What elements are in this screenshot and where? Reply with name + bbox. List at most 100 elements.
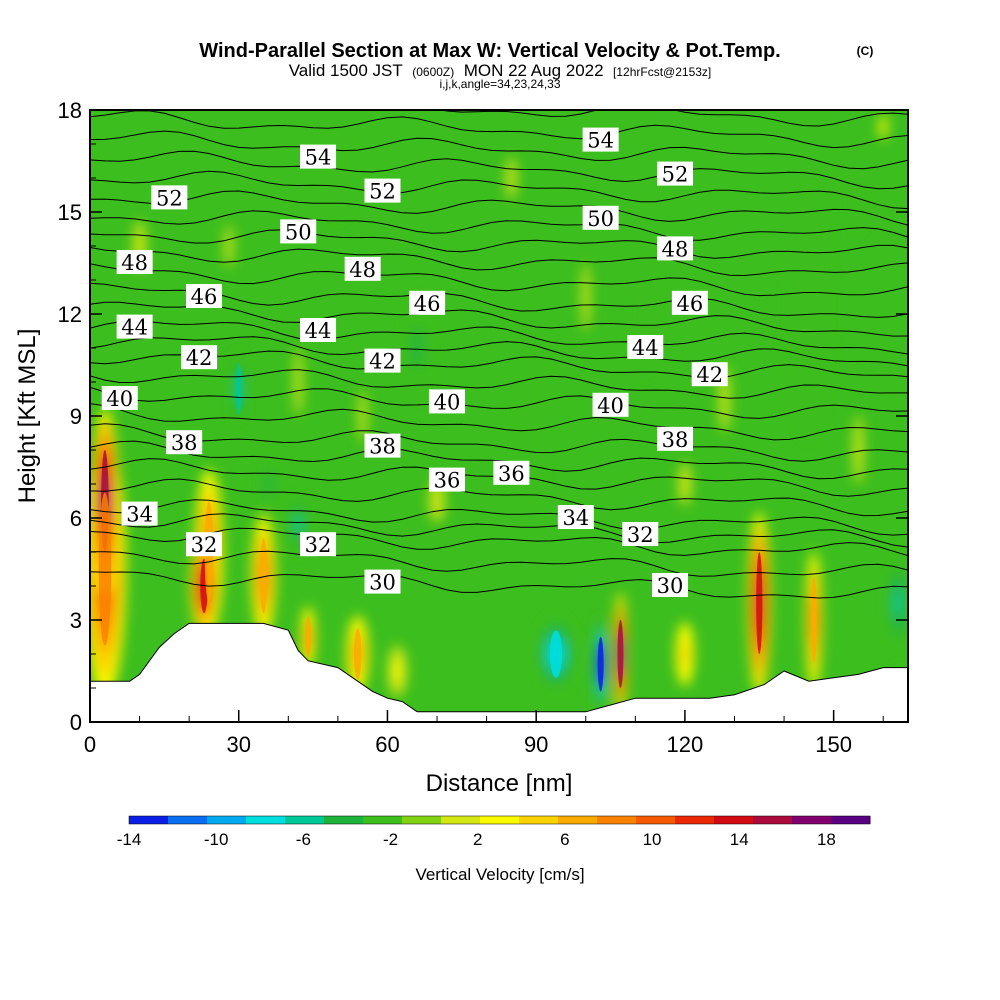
y-tick-label: 18 [58,98,82,123]
velocity-feature-21 [894,586,903,620]
theta-label-box [181,345,218,370]
theta-label-text: 32 [191,533,218,557]
colorbar-swatch [363,816,403,824]
subtitle-valid-time: Valid 1500 JST [289,61,403,80]
colorbar-swatch [168,816,208,824]
theta-label-44: 44 [116,314,153,340]
theta-label-text: 30 [369,571,396,595]
theta-label-text: 32 [627,523,654,547]
velocity-feature-12 [529,390,543,442]
theta-label-40: 40 [428,389,465,414]
theta-label-38: 38 [656,426,693,452]
theta-label-text: 46 [191,285,218,309]
colorbar-tick-label: -6 [296,830,311,849]
velocity-feature-7 [294,348,303,416]
vertical-velocity-streaks [98,363,817,692]
velocity-feature-5 [224,224,233,268]
theta-label-text: 46 [676,292,703,316]
theta-label-44: 44 [300,318,337,343]
theta-label-46: 46 [671,290,708,316]
colorbar-swatch [324,816,364,824]
colorbar-swatch [636,816,676,824]
x-tick-label: 150 [815,732,852,757]
velocity-core-8 [756,552,763,654]
theta-label-box [151,185,188,210]
theta-label-52: 52 [656,161,693,187]
velocity-feature-3 [581,263,590,331]
theta-label-box [428,389,465,414]
theta-contour-51 [90,190,908,226]
chart-title: Wind-Parallel Section at Max W: Vertical… [199,40,780,62]
theta-label-box [280,219,317,244]
theta-contour-53 [90,150,908,190]
theta-label-box [300,532,337,557]
colorbar-tick-label: -14 [117,830,142,849]
theta-label-30: 30 [364,569,401,595]
theta-label-box [364,178,401,203]
theta-label-text: 36 [498,462,525,486]
colorbar-tick-label: 14 [730,830,749,849]
theta-contour-42 [90,350,908,379]
theta-label-text: 42 [186,346,213,370]
theta-label-text: 48 [662,237,689,261]
colorbar-swatch [285,816,325,824]
x-axis-title: Distance [nm] [426,770,573,797]
theta-label-text: 54 [587,129,614,153]
theta-contour-44 [90,320,908,355]
theta-label-box [300,318,337,342]
theta-label-text: 38 [662,428,689,452]
theta-label-42: 42 [364,348,401,374]
theta-contour-34 [90,499,908,536]
theta-label-box [622,522,659,546]
theta-label-32: 32 [622,522,659,547]
colorbar-swatch [792,816,832,824]
theta-label-text: 42 [696,363,723,387]
theta-label-34: 34 [557,505,594,530]
velocity-feature-16 [393,660,402,682]
theta-contour-43 [90,336,908,367]
theta-label-box [652,573,689,597]
colorbar-tick-label: 10 [643,830,662,849]
theta-label-36: 36 [428,467,465,493]
theta-contour-45 [90,301,908,337]
y-tick-label: 9 [70,404,82,429]
velocity-feature-18 [680,641,689,667]
theta-label-54: 54 [582,127,619,153]
theta-contours [90,110,908,599]
theta-label-42: 42 [691,362,728,387]
colorbar-swatch [558,816,598,824]
theta-label-38: 38 [166,430,203,455]
theta-label-40: 40 [592,392,629,418]
x-tick-label: 60 [375,732,399,757]
colorbar-swatch [597,816,637,824]
theta-label-box [364,348,401,373]
velocity-core-1 [98,492,112,646]
theta-label-box [344,256,381,281]
velocity-core-11 [549,630,563,678]
colorbar-swatch [480,816,520,824]
theta-label-34: 34 [121,501,158,527]
theta-contour-31 [90,550,908,577]
theta-label-text: 54 [305,146,332,170]
velocity-feature-11 [879,114,888,140]
theta-contour-38 [90,423,908,462]
velocity-feature-6 [506,156,517,200]
theta-label-box [592,392,629,417]
y-tick-label: 0 [70,710,82,735]
theta-label-32: 32 [186,532,223,557]
theta-label-50: 50 [280,219,317,244]
colorbar-swatch [441,816,481,824]
x-tick-label: 90 [524,732,548,757]
theta-label-box [166,430,203,455]
colorbar: -14 -10 -6 -2 2 6 10 14 18 [117,815,871,849]
theta-label-42: 42 [181,345,218,370]
velocity-core-10 [597,637,604,692]
theta-label-text: 52 [369,180,396,204]
velocity-feature-0 [358,390,367,442]
theta-label-44: 44 [627,335,664,360]
theta-label-box [409,290,446,315]
theta-label-box [364,569,401,594]
colorbar-swatch [675,816,715,824]
theta-label-box [116,314,153,339]
